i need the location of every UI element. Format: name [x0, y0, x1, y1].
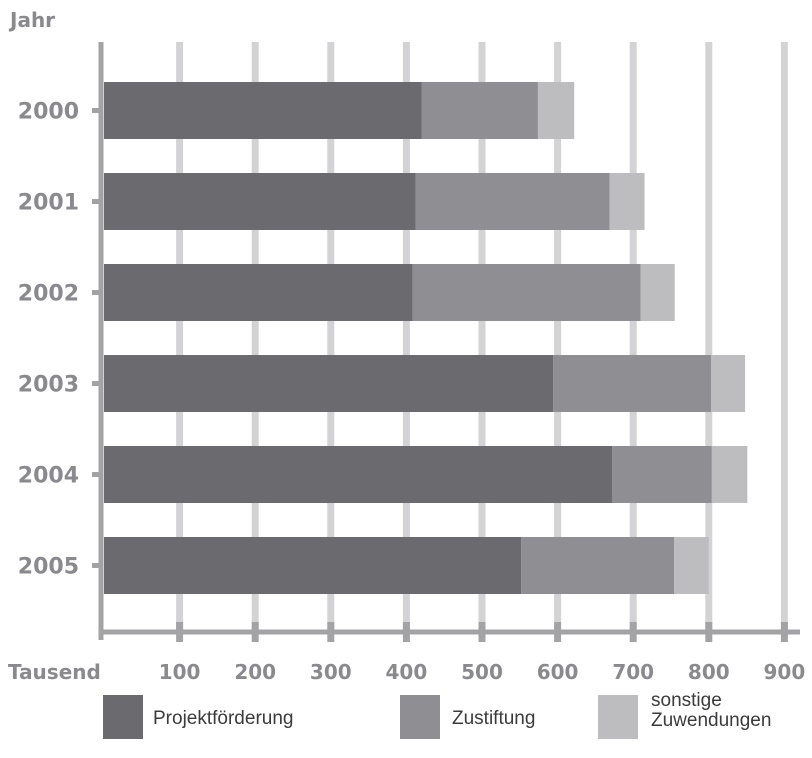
x-tick-label: 800 [688, 660, 730, 684]
legend-swatch-projektfoerderung [103, 695, 143, 739]
x-tick-label: 900 [764, 660, 806, 684]
bar-2004-series-0 [104, 446, 613, 503]
x-tick-label: 700 [612, 660, 654, 684]
legend-label-sonstige-zuwendungen: sonstige Zuwendungen [651, 690, 772, 731]
category-label: 2003 [18, 373, 79, 398]
x-tick-label: 500 [461, 660, 503, 684]
bar-2005-series-2 [674, 537, 709, 594]
bar-2004-series-1 [612, 446, 712, 503]
bar-2003-series-1 [553, 355, 712, 412]
bar-2005-series-1 [521, 537, 675, 594]
legend-label-projektfoerderung: Projektförderung [153, 708, 294, 729]
category-label: 2002 [18, 282, 79, 307]
tick-labels: 2000 2001 2002 2003 2004 2005 100 200 300 400 500 6… [18, 100, 806, 685]
x-tick-label: 400 [386, 660, 428, 684]
bar-2003-series-2 [711, 355, 746, 412]
grid-lines [176, 42, 788, 642]
bar-2001-series-1 [415, 173, 610, 230]
category-label: 2001 [18, 191, 79, 216]
category-label: 2004 [18, 464, 79, 489]
bar-2001-series-2 [609, 173, 645, 230]
bar-2000-series-1 [421, 82, 538, 139]
bar-2002-series-1 [412, 264, 641, 321]
legend-swatch-zustiftung [400, 695, 440, 739]
x-tick-label: 300 [310, 660, 352, 684]
bars [104, 82, 748, 594]
x-tick-label: 100 [159, 660, 201, 684]
axes [98, 42, 800, 640]
bar-2005-series-0 [104, 537, 522, 594]
x-axis-title: Tausend [8, 660, 101, 684]
bar-2000-series-2 [537, 82, 575, 139]
bar-2001-series-0 [104, 173, 416, 230]
bar-2003-series-0 [104, 355, 554, 412]
y-axis-title: Jahr [8, 8, 55, 32]
x-tick-label: 600 [537, 660, 579, 684]
category-label: 2005 [18, 555, 79, 580]
legend-label-zustiftung: Zustiftung [452, 708, 536, 729]
bar-2000-series-0 [104, 82, 422, 139]
bar-2004-series-2 [711, 446, 748, 503]
category-label: 2000 [18, 100, 79, 125]
bar-2002-series-0 [104, 264, 413, 321]
x-tick-label: 200 [234, 660, 276, 684]
legend: Projektförderung Zustiftung sonstige Zuw… [0, 690, 812, 758]
bar-2002-series-2 [640, 264, 675, 321]
legend-swatch-sonstige-zuwendungen [598, 695, 638, 739]
